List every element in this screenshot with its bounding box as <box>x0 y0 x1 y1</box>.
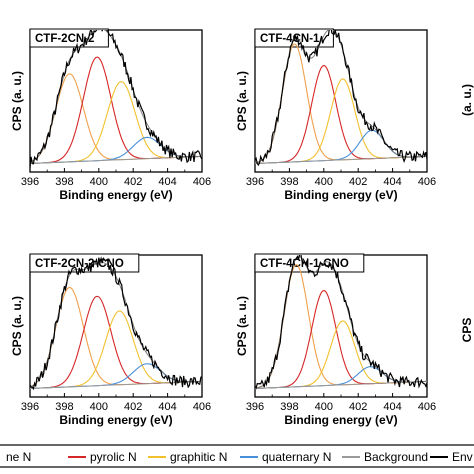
x-tick-label: 398 <box>280 401 298 413</box>
x-tick-label: 402 <box>349 176 367 188</box>
background-line <box>30 155 202 164</box>
raw-spectrum <box>30 256 202 391</box>
x-tick-label: 402 <box>124 176 142 188</box>
panel-label: CTF-4CN-1-CNO <box>260 258 349 270</box>
plot-frame <box>29 29 203 173</box>
partial-y-label-top: (a. u.) <box>460 84 474 116</box>
partial-y-label-bottom: CPS <box>460 318 474 343</box>
x-tick-label: 396 <box>21 176 39 188</box>
x-tick-label: 398 <box>55 176 73 188</box>
y-axis-label: CPS (a. u.) <box>235 296 249 356</box>
panel-label: CTF-2CN-2 <box>35 33 94 45</box>
peak-pyridine-n <box>30 286 202 388</box>
x-tick-label: 396 <box>246 401 264 413</box>
xps-panel-3: 396 398 400 402 404 406 Binding energy (eV) CPS… <box>10 253 211 427</box>
x-tick-label: 396 <box>21 401 39 413</box>
x-tick-label: 402 <box>124 401 142 413</box>
xps-panel-1: 396 398 400 402 404 406 Binding energy (eV) CPS… <box>10 28 211 202</box>
x-tick-label: 396 <box>246 176 264 188</box>
legend-item: graphitic N <box>170 450 227 464</box>
plot-area <box>255 255 427 390</box>
x-tick-label: 402 <box>349 401 367 413</box>
x-tick-label: 400 <box>90 176 108 188</box>
y-axis-label: CPS (a. u.) <box>10 71 24 131</box>
peak-pyridine-n <box>255 264 427 389</box>
legend-item: quaternary N <box>262 450 331 464</box>
xps-panel-2: 396 398 400 402 404 406 Binding energy (eV) CPS… <box>235 28 436 202</box>
legend-item: Env <box>452 450 473 464</box>
x-axis-label: Binding energy (eV) <box>59 413 172 427</box>
plot-area <box>30 30 202 168</box>
x-tick-label: 406 <box>193 401 211 413</box>
x-tick-label: 404 <box>158 401 176 413</box>
envelope-line <box>255 30 427 164</box>
raw-spectrum <box>255 30 427 167</box>
x-tick-label: 404 <box>158 176 176 188</box>
legend-item: ne N <box>6 450 31 464</box>
peak-quaternary-n <box>255 129 427 165</box>
xps-panel-4: 396 398 400 402 404 406 Binding energy (eV) CPS… <box>235 253 436 427</box>
background-line <box>255 155 427 164</box>
legend-item: pyrolic N <box>90 450 137 464</box>
raw-spectrum <box>255 255 427 390</box>
raw-spectrum <box>30 30 202 168</box>
plot-area <box>255 30 427 167</box>
x-axis-label: Binding energy (eV) <box>59 188 172 202</box>
legend-box <box>0 444 474 468</box>
background-line <box>30 380 202 389</box>
background-line <box>255 380 427 389</box>
legend: ne N pyrolic N graphitic N quaternary N Back… <box>0 444 474 468</box>
x-axis-label: Binding energy (eV) <box>284 188 397 202</box>
x-tick-label: 406 <box>418 401 436 413</box>
x-tick-label: 406 <box>418 176 436 188</box>
legend-item: Background <box>364 450 428 464</box>
x-tick-label: 398 <box>55 401 73 413</box>
plot-area <box>30 256 202 391</box>
x-tick-label: 400 <box>315 401 333 413</box>
peak-pyrolic-n <box>30 295 202 390</box>
plot-frame <box>254 254 428 398</box>
x-axis-label: Binding energy (eV) <box>284 413 397 427</box>
x-tick-label: 404 <box>383 401 401 413</box>
x-tick-label: 400 <box>90 401 108 413</box>
x-tick-label: 404 <box>383 176 401 188</box>
y-axis-label: CPS (a. u.) <box>235 71 249 131</box>
x-tick-label: 398 <box>280 176 298 188</box>
peak-graphitic-n <box>30 81 202 165</box>
panel-label: CTF-4CN-1 <box>260 33 320 45</box>
x-tick-label: 406 <box>193 176 211 188</box>
x-tick-label: 400 <box>315 176 333 188</box>
y-axis-label: CPS (a. u.) <box>10 296 24 356</box>
panel-label-box <box>29 28 109 48</box>
